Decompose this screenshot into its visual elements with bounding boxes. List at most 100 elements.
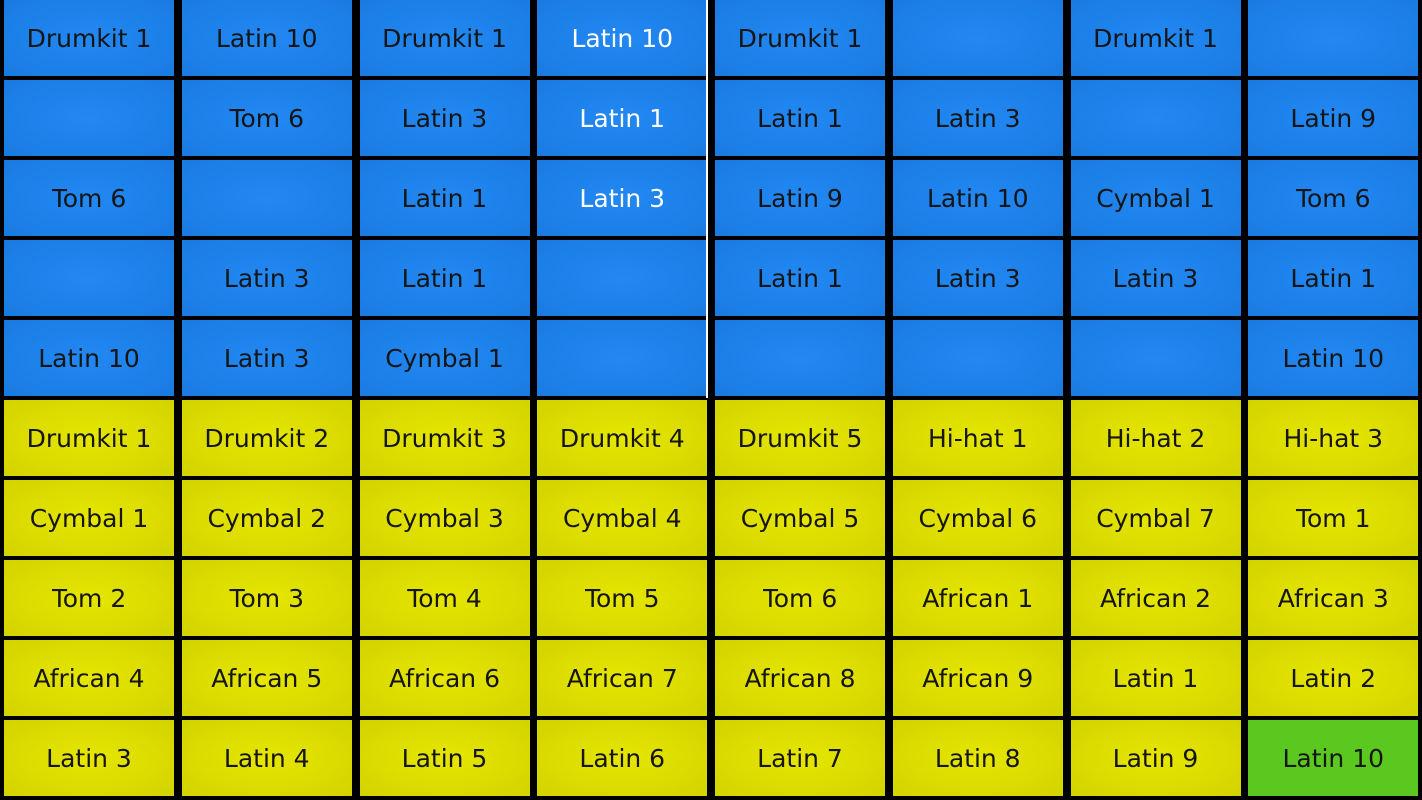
sample-pad[interactable]: Tom 1 — [1248, 480, 1419, 556]
sample-pad[interactable]: African 8 — [715, 640, 885, 716]
pattern-step-pad[interactable]: Latin 1 — [359, 160, 530, 236]
pattern-step-pad[interactable]: Drumkit 1 — [4, 0, 174, 76]
pattern-step-pad[interactable]: Latin 1 — [1248, 240, 1419, 316]
pattern-step-pad[interactable]: Latin 10 — [892, 160, 1063, 236]
pattern-step-pad[interactable]: Drumkit 1 — [715, 0, 885, 76]
sample-pad[interactable]: African 5 — [181, 640, 352, 716]
pattern-step-pad[interactable] — [1248, 0, 1419, 76]
pattern-step-pad[interactable] — [892, 320, 1063, 396]
pad-label: Latin 6 — [579, 744, 666, 773]
sample-pad[interactable]: Latin 4 — [181, 720, 352, 796]
sample-pad[interactable]: Latin 7 — [715, 720, 885, 796]
sample-pad[interactable]: Tom 5 — [537, 560, 708, 636]
pattern-step-pad[interactable]: Latin 3 — [892, 240, 1063, 316]
pattern-step-pad[interactable] — [537, 320, 708, 396]
pattern-step-pad[interactable]: Latin 3 — [359, 80, 530, 156]
pattern-step-pad[interactable] — [1070, 80, 1241, 156]
pattern-step-pad[interactable]: Latin 10 — [4, 320, 174, 396]
pattern-step-pad[interactable]: Latin 9 — [715, 160, 885, 236]
pattern-step-pad[interactable]: Latin 9 — [1248, 80, 1419, 156]
sample-pad-selected[interactable]: Latin 10 — [1248, 720, 1419, 796]
sample-pad[interactable]: African 6 — [359, 640, 530, 716]
pattern-step-pad[interactable]: Latin 10 — [181, 0, 352, 76]
sample-pad[interactable]: African 9 — [892, 640, 1063, 716]
sample-pad[interactable]: African 4 — [4, 640, 174, 716]
pad-label: African 2 — [1100, 584, 1211, 613]
sample-pad[interactable]: Latin 3 — [4, 720, 174, 796]
pattern-step-pad[interactable]: Latin 3 — [537, 160, 708, 236]
pattern-step-pad[interactable]: Latin 1 — [715, 80, 885, 156]
pad-label: Cymbal 5 — [740, 504, 860, 533]
pattern-step-pad[interactable]: Latin 1 — [537, 80, 708, 156]
pad-label: African 5 — [211, 664, 323, 693]
sample-pad[interactable]: African 7 — [537, 640, 708, 716]
sample-pad[interactable]: Drumkit 1 — [4, 400, 174, 476]
sample-pad[interactable]: Tom 2 — [4, 560, 174, 636]
pad-label: Latin 1 — [757, 104, 843, 133]
sample-pad[interactable]: Cymbal 6 — [892, 480, 1063, 556]
sample-pad[interactable]: Tom 4 — [359, 560, 530, 636]
pattern-step-pad[interactable] — [1070, 320, 1241, 396]
pattern-step-pad[interactable]: Tom 6 — [4, 160, 174, 236]
pattern-step-pad[interactable]: Latin 3 — [181, 240, 352, 316]
pattern-step-pad[interactable]: Latin 3 — [1070, 240, 1241, 316]
pattern-step-pad[interactable]: Drumkit 1 — [1070, 0, 1241, 76]
pad-label: Hi-hat 1 — [927, 424, 1028, 453]
pad-label: Hi-hat 2 — [1105, 424, 1206, 453]
pattern-step-pad[interactable] — [537, 240, 708, 316]
sample-pad[interactable]: Latin 8 — [892, 720, 1063, 796]
sample-pad[interactable]: Hi-hat 1 — [892, 400, 1063, 476]
sample-pad[interactable]: Cymbal 4 — [537, 480, 708, 556]
pattern-step-pad[interactable]: Latin 3 — [181, 320, 352, 396]
sample-pad[interactable]: African 3 — [1248, 560, 1419, 636]
pad-label: Latin 1 — [1290, 264, 1377, 293]
sample-pad[interactable]: Latin 1 — [1070, 640, 1241, 716]
sample-pad[interactable]: African 1 — [892, 560, 1063, 636]
sample-pad[interactable]: Tom 6 — [715, 560, 885, 636]
pad-label: Drumkit 1 — [382, 24, 507, 53]
sample-pad[interactable]: Drumkit 3 — [359, 400, 530, 476]
pattern-step-pad[interactable]: Cymbal 1 — [1070, 160, 1241, 236]
pad-label: Latin 7 — [757, 744, 843, 773]
pattern-step-pad[interactable]: Drumkit 1 — [359, 0, 530, 76]
sample-pad[interactable]: Tom 3 — [181, 560, 352, 636]
pattern-step-pad[interactable]: Latin 3 — [892, 80, 1063, 156]
sample-pad[interactable]: Drumkit 5 — [715, 400, 885, 476]
sample-pad[interactable]: Cymbal 3 — [359, 480, 530, 556]
sample-pad[interactable]: Hi-hat 3 — [1248, 400, 1419, 476]
sample-pad[interactable]: Latin 2 — [1248, 640, 1419, 716]
pad-label: African 3 — [1277, 584, 1389, 613]
pattern-step-pad[interactable]: Latin 1 — [715, 240, 885, 316]
pattern-step-pad[interactable] — [181, 160, 352, 236]
pattern-step-pad[interactable]: Latin 10 — [537, 0, 708, 76]
pattern-step-pad[interactable]: Latin 1 — [359, 240, 530, 316]
pad-label: Cymbal 1 — [385, 344, 504, 373]
sample-pad[interactable]: Cymbal 7 — [1070, 480, 1241, 556]
sample-pad[interactable]: Latin 6 — [537, 720, 708, 796]
sample-pad[interactable]: Latin 9 — [1070, 720, 1241, 796]
pattern-step-pad[interactable]: Tom 6 — [181, 80, 352, 156]
pattern-step-pad[interactable]: Tom 6 — [1248, 160, 1419, 236]
pattern-step-pad[interactable] — [4, 240, 174, 316]
pad-label: Drumkit 1 — [26, 424, 152, 453]
sample-pad[interactable]: Cymbal 5 — [715, 480, 885, 556]
pattern-step-pad[interactable] — [715, 320, 885, 396]
sample-pad[interactable]: Hi-hat 2 — [1070, 400, 1241, 476]
pad-label: Drumkit 1 — [1093, 24, 1218, 53]
sample-pad[interactable]: Cymbal 2 — [181, 480, 352, 556]
pattern-step-pad[interactable]: Latin 10 — [1248, 320, 1419, 396]
sample-pad[interactable]: Latin 5 — [359, 720, 530, 796]
pad-label: Tom 6 — [229, 104, 305, 133]
pad-label: Latin 3 — [46, 744, 132, 773]
pad-label: African 8 — [744, 664, 856, 693]
pad-label: Drumkit 1 — [737, 24, 863, 53]
pattern-step-pad[interactable]: Cymbal 1 — [359, 320, 530, 396]
pattern-step-pad[interactable] — [4, 80, 174, 156]
pattern-step-pad[interactable] — [892, 0, 1063, 76]
pad-label: Tom 3 — [229, 584, 305, 613]
sample-pad[interactable]: Drumkit 4 — [537, 400, 708, 476]
sample-pad[interactable]: African 2 — [1070, 560, 1241, 636]
sample-pad[interactable]: Drumkit 2 — [181, 400, 352, 476]
pad-label: Latin 1 — [401, 184, 488, 213]
sample-pad[interactable]: Cymbal 1 — [4, 480, 174, 556]
